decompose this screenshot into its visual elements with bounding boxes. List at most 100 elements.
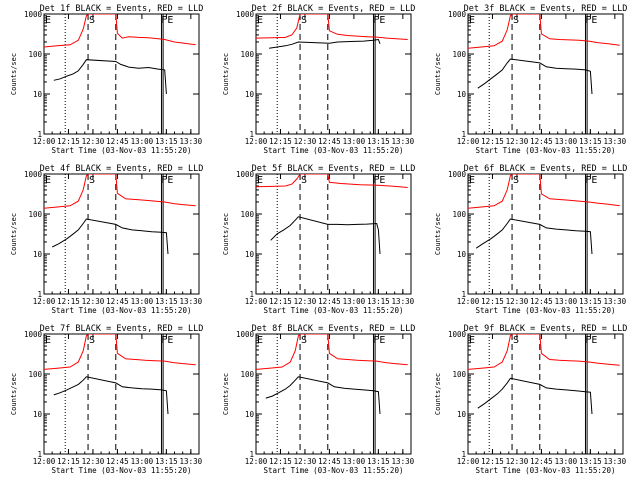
marker-label-s: S [89,175,95,186]
x-tick-label: 12:45 [318,137,341,146]
marker-label-s: S [301,175,307,186]
x-tick-label: 12:30 [506,457,529,466]
marker-label-e-end: E [167,335,173,346]
y-tick-label: 1000 [448,330,467,339]
x-tick-label: 13:15 [367,137,390,146]
plot-frame [43,13,200,135]
marker-label-f: F [585,335,591,346]
x-tick-label: 12:30 [506,297,529,306]
marker-label-f: F [161,335,167,346]
x-tick-label: 13:00 [343,457,366,466]
series-line-lld [256,14,408,40]
x-axis-label: Start Time (03-Nov-03 11:55:20) [52,146,192,155]
x-tick-label: 13:15 [579,297,602,306]
x-tick-label: 12:30 [82,457,105,466]
x-tick-label: 13:30 [392,137,415,146]
x-tick-label: 12:45 [318,457,341,466]
panel-det-3: Det 3f BLACK = Events, RED = LLD 12:00 12:… [434,4,627,155]
x-tick-label: 12:30 [82,297,105,306]
marker-label-s: S [301,15,307,26]
x-tick-label: 13:30 [604,297,627,306]
y-tick-label: 1 [461,130,466,139]
panel-title: Det 2f BLACK = Events, RED = LLD [252,4,416,14]
marker-label-e-end: E [379,15,385,26]
x-tick-label: 13:00 [555,457,578,466]
x-tick-label: 13:15 [155,137,178,146]
plot-frame [43,333,200,455]
plot-frame [467,13,624,135]
marker-label-e-end: E [379,335,385,346]
panel-title: Det 7f BLACK = Events, RED = LLD [40,324,204,334]
x-tick-label: 12:00 [245,297,268,306]
y-tick-label: 10 [33,90,43,99]
series-line-lld [44,334,196,370]
x-tick-label: 13:15 [155,457,178,466]
marker-label-e: E [257,175,263,186]
marker-label-e-end: E [591,335,597,346]
x-tick-label: 13:30 [180,457,203,466]
y-tick-label: 10 [33,410,43,419]
marker-label-s: S [513,335,519,346]
marker-label-e: E [469,175,475,186]
y-axis-label: Counts/sec [434,373,442,415]
y-tick-label: 100 [452,370,466,379]
y-tick-label: 1 [37,450,42,459]
marker-label-f: F [161,175,167,186]
y-axis-label: Counts/sec [10,373,18,415]
y-tick-label: 10 [245,90,255,99]
y-tick-label: 100 [452,210,466,219]
panel-title: Det 3f BLACK = Events, RED = LLD [464,4,628,14]
y-axis-label: Counts/sec [222,213,230,255]
x-tick-label: 13:15 [367,457,390,466]
panel-title: Det 9f BLACK = Events, RED = LLD [464,324,628,334]
y-tick-label: 1000 [24,10,43,19]
y-axis-label: Counts/sec [222,53,230,95]
series-line-lld [256,334,408,370]
marker-label-e: E [45,335,51,346]
plot-frame [467,173,624,295]
y-tick-label: 100 [240,210,254,219]
x-tick-label: 12:00 [33,137,56,146]
x-tick-label: 12:00 [245,457,268,466]
y-tick-label: 1 [249,130,254,139]
x-tick-label: 12:15 [269,137,292,146]
x-axis-label: Start Time (03-Nov-03 11:55:20) [264,466,404,475]
x-tick-label: 13:30 [392,457,415,466]
x-tick-label: 13:30 [392,297,415,306]
y-axis-label: Counts/sec [10,53,18,95]
marker-label-s: S [513,175,519,186]
series-line-events [53,59,167,95]
x-tick-label: 12:00 [33,297,56,306]
x-tick-label: 13:30 [604,137,627,146]
marker-label-f: F [373,175,379,186]
plot-frame [43,173,200,295]
x-tick-label: 12:45 [106,457,129,466]
x-axis-label: Start Time (03-Nov-03 11:55:20) [52,306,192,315]
x-tick-label: 12:15 [481,297,504,306]
series-line-lld [256,174,408,188]
marker-label-f: F [585,15,591,26]
x-tick-label: 12:00 [457,137,480,146]
series-line-events [477,58,593,95]
marker-label-s: S [89,335,95,346]
x-tick-label: 12:15 [57,457,80,466]
x-tick-label: 13:15 [579,457,602,466]
x-tick-label: 13:30 [604,457,627,466]
y-tick-label: 100 [452,50,466,59]
x-tick-label: 12:15 [481,137,504,146]
marker-label-f: F [373,335,379,346]
marker-label-e: E [257,15,263,26]
series-line-lld [44,174,196,209]
marker-label-e-end: E [591,15,597,26]
series-line-events [269,38,381,49]
x-tick-label: 13:00 [555,297,578,306]
x-tick-label: 13:30 [180,137,203,146]
marker-label-e-end: E [167,15,173,26]
x-tick-label: 12:45 [318,297,341,306]
x-axis-label: Start Time (03-Nov-03 11:55:20) [476,466,616,475]
panel-title: Det 8f BLACK = Events, RED = LLD [252,324,416,334]
